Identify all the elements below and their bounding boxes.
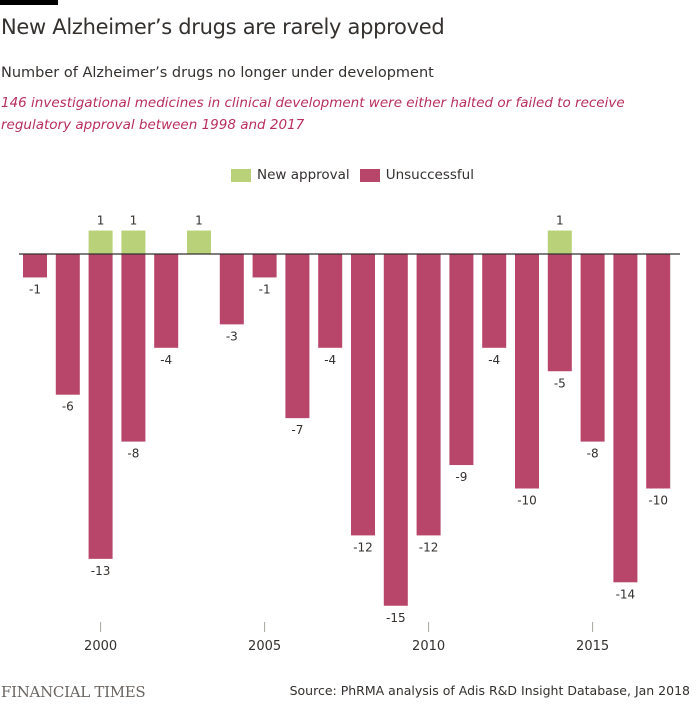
label-unsuccessful-2015: -8 bbox=[587, 447, 599, 461]
label-unsuccessful-2005: -1 bbox=[259, 282, 271, 296]
bar-unsuccessful-1998 bbox=[23, 254, 47, 278]
x-tick-label-2005: 2005 bbox=[248, 639, 281, 654]
bar-unsuccessful-1999 bbox=[55, 254, 80, 395]
bar-unsuccessful-2017 bbox=[646, 254, 671, 489]
bar-unsuccessful-2009 bbox=[383, 254, 408, 606]
x-tick-label-2010: 2010 bbox=[412, 639, 445, 654]
label-unsuccessful-2008: -12 bbox=[353, 540, 373, 554]
label-approval-2000: 1 bbox=[97, 214, 105, 228]
label-unsuccessful-2014: -5 bbox=[554, 376, 566, 390]
bar-unsuccessful-2000 bbox=[88, 254, 113, 559]
label-unsuccessful-2000: -13 bbox=[91, 564, 111, 578]
ft-logo: FINANCIAL TIMES bbox=[1, 683, 146, 701]
label-unsuccessful-2011: -9 bbox=[455, 470, 467, 484]
label-unsuccessful-2013: -10 bbox=[517, 494, 537, 508]
label-unsuccessful-1998: -1 bbox=[29, 282, 41, 296]
bar-approval-2003 bbox=[187, 230, 211, 254]
bar-unsuccessful-2008 bbox=[351, 254, 375, 536]
x-tick-label-2015: 2015 bbox=[576, 639, 609, 654]
bar-unsuccessful-2012 bbox=[482, 254, 507, 348]
legend-item-unsuccessful: Unsuccessful bbox=[359, 167, 474, 183]
bar-unsuccessful-2001 bbox=[121, 254, 146, 442]
source-note: Source: PhRMA analysis of Adis R&D Insig… bbox=[289, 683, 690, 698]
chart-title: New Alzheimer’s drugs are rarely approve… bbox=[1, 15, 445, 39]
bar-unsuccessful-2013 bbox=[515, 254, 539, 489]
bar-unsuccessful-2005 bbox=[252, 254, 277, 278]
label-unsuccessful-2016: -14 bbox=[616, 587, 636, 601]
label-unsuccessful-2006: -7 bbox=[291, 423, 303, 437]
label-unsuccessful-2010: -12 bbox=[419, 540, 439, 554]
label-unsuccessful-2002: -4 bbox=[160, 353, 172, 367]
label-unsuccessful-2007: -4 bbox=[324, 353, 336, 367]
bar-unsuccessful-2016 bbox=[613, 254, 638, 583]
chart-note: 146 investigational medicines in clinica… bbox=[1, 95, 625, 133]
bar-unsuccessful-2010 bbox=[416, 254, 441, 536]
bar-approval-2014 bbox=[547, 230, 572, 254]
bar-unsuccessful-2014 bbox=[547, 254, 572, 372]
label-unsuccessful-2012: -4 bbox=[488, 353, 500, 367]
bar-unsuccessful-2007 bbox=[318, 254, 343, 348]
bar-unsuccessful-2015 bbox=[580, 254, 605, 442]
legend: New approval Unsuccessful bbox=[231, 167, 484, 183]
ft-top-rule bbox=[0, 0, 58, 5]
chart-subtitle: Number of Alzheimer’s drugs no longer un… bbox=[1, 65, 434, 81]
legend-item-approval: New approval bbox=[231, 167, 350, 183]
bar-approval-2000 bbox=[88, 230, 113, 254]
label-unsuccessful-2009: -15 bbox=[386, 611, 406, 625]
x-tick-label-2000: 2000 bbox=[84, 639, 117, 654]
legend-label-approval: New approval bbox=[257, 167, 350, 183]
bar-approval-2001 bbox=[121, 230, 146, 254]
legend-swatch-approval bbox=[231, 168, 251, 182]
label-approval-2014: 1 bbox=[556, 214, 564, 228]
label-approval-2003: 1 bbox=[195, 214, 203, 228]
label-unsuccessful-2004: -3 bbox=[226, 329, 238, 343]
bar-unsuccessful-2006 bbox=[285, 254, 310, 419]
label-unsuccessful-1999: -6 bbox=[62, 400, 74, 414]
legend-swatch-unsuccessful bbox=[359, 168, 380, 182]
label-approval-2001: 1 bbox=[130, 214, 138, 228]
bar-unsuccessful-2004 bbox=[219, 254, 244, 325]
legend-label-unsuccessful: Unsuccessful bbox=[385, 167, 474, 183]
bar-unsuccessful-2011 bbox=[449, 254, 474, 466]
label-unsuccessful-2001: -8 bbox=[127, 447, 139, 461]
bar-unsuccessful-2002 bbox=[154, 254, 179, 348]
label-unsuccessful-2017: -10 bbox=[648, 494, 668, 508]
